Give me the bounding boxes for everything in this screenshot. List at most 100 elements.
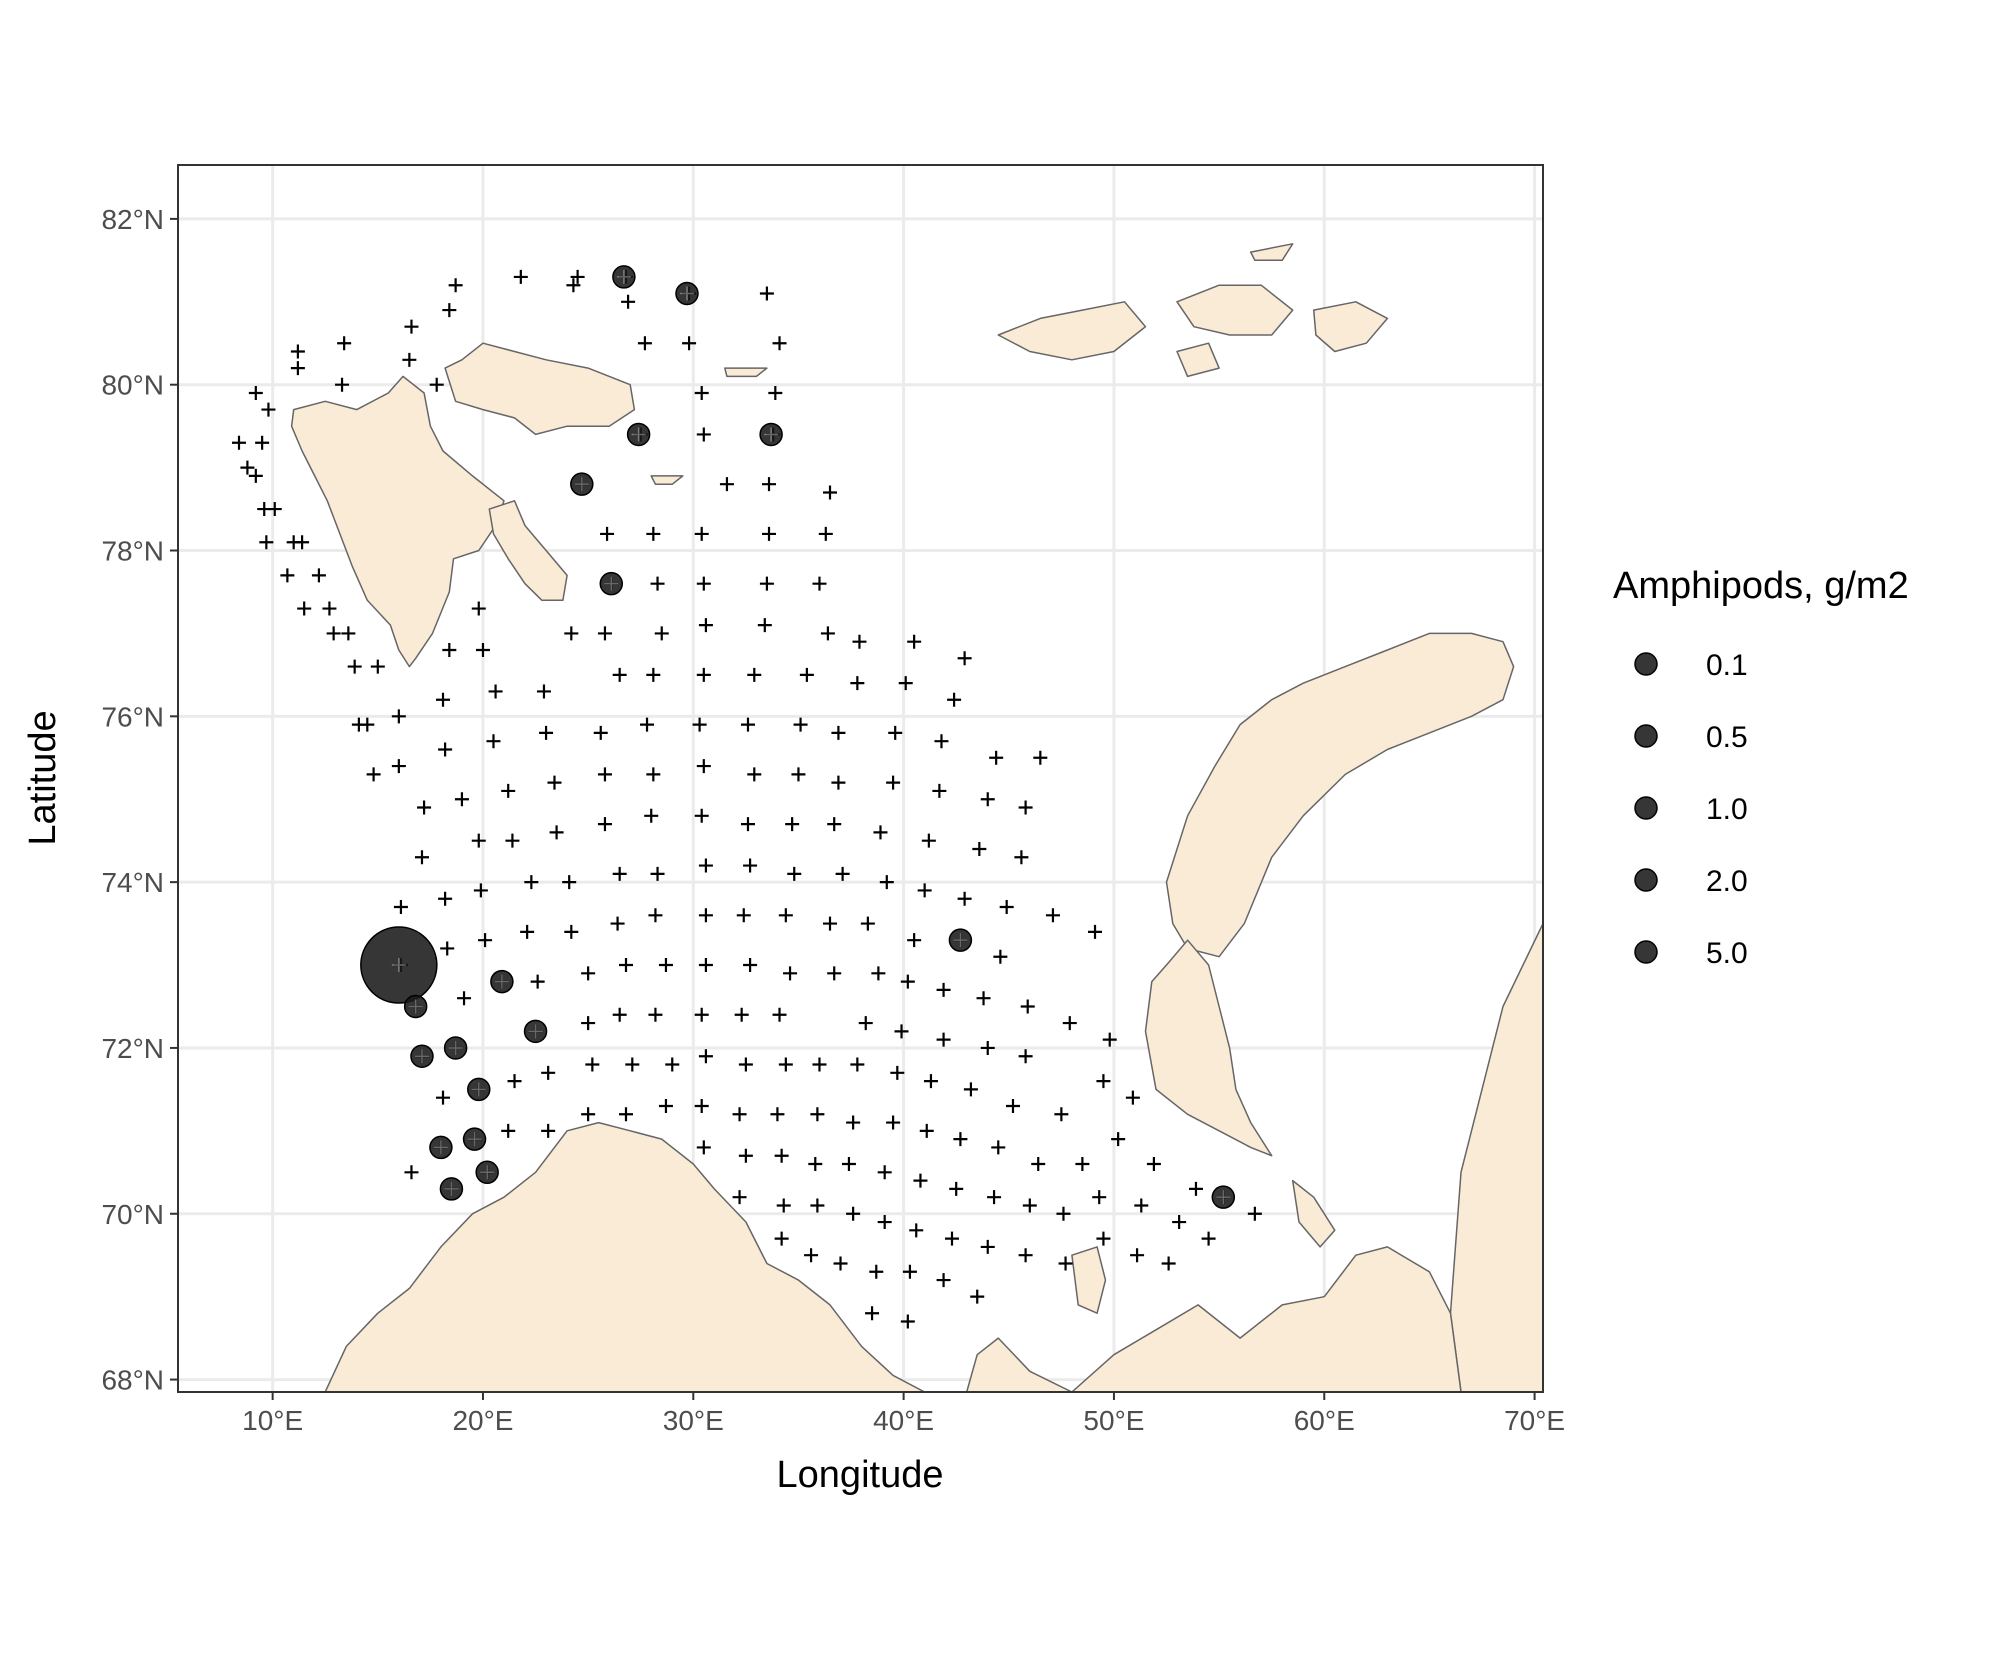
- amphipod-point: [1211, 1185, 1236, 1209]
- station-marker: [341, 626, 356, 641]
- station-marker: [471, 1082, 486, 1097]
- station-marker: [549, 825, 564, 840]
- station-marker: [347, 659, 362, 674]
- station-marker: [841, 1157, 856, 1172]
- station-marker: [980, 792, 995, 807]
- amphipod-point: [570, 472, 594, 496]
- station-marker: [831, 725, 846, 740]
- station-marker: [478, 933, 493, 948]
- station-marker: [1020, 999, 1035, 1014]
- station-marker: [1096, 1074, 1111, 1089]
- amphipod-point: [759, 422, 783, 447]
- station-marker: [597, 767, 612, 782]
- station-marker: [888, 725, 903, 740]
- station-marker: [1058, 1256, 1073, 1271]
- station-marker: [696, 667, 711, 682]
- station-marker: [778, 908, 793, 923]
- x-axis-title: Longitude: [777, 1454, 944, 1496]
- land-mainland: [324, 1121, 1462, 1392]
- station-marker: [1018, 1049, 1033, 1064]
- station-marker: [562, 875, 577, 890]
- y-tick-label: 74°N: [101, 867, 164, 898]
- station-marker: [650, 866, 665, 881]
- station-marker: [547, 775, 562, 790]
- station-marker: [644, 808, 659, 823]
- land-kongsoya: [650, 475, 684, 485]
- station-marker: [536, 684, 551, 699]
- station-marker: [698, 908, 713, 923]
- station-marker: [989, 750, 1004, 765]
- station-marker: [820, 626, 835, 641]
- station-marker: [850, 1057, 865, 1072]
- station-marker: [391, 958, 406, 973]
- station-marker: [290, 344, 305, 359]
- station-marker: [507, 1074, 522, 1089]
- station-marker: [740, 817, 755, 832]
- station-marker: [694, 1007, 709, 1022]
- station-marker: [694, 1098, 709, 1113]
- station-marker: [1075, 1157, 1090, 1172]
- station-marker: [776, 1198, 791, 1213]
- station-marker: [1033, 750, 1048, 765]
- station-marker: [812, 576, 827, 591]
- station-marker: [658, 958, 673, 973]
- amphipod-point: [467, 1077, 491, 1102]
- station-marker: [770, 1107, 785, 1122]
- station-marker: [846, 1206, 861, 1221]
- x-tick-label: 70°E: [1504, 1405, 1565, 1436]
- station-marker: [417, 800, 432, 815]
- station-marker: [528, 1024, 543, 1039]
- station-marker: [740, 717, 755, 732]
- station-marker: [414, 850, 429, 865]
- station-marker: [987, 1190, 1002, 1205]
- station-marker: [858, 1016, 873, 1031]
- legend-label: 0.1: [1706, 649, 1748, 682]
- station-marker: [1172, 1215, 1187, 1230]
- station-marker: [923, 1074, 938, 1089]
- station-marker: [732, 1107, 747, 1122]
- station-marker: [1054, 1107, 1069, 1122]
- station-marker: [648, 1007, 663, 1022]
- station-marker: [991, 1140, 1006, 1155]
- station-marker: [778, 1057, 793, 1072]
- amphipod-point: [360, 926, 438, 1004]
- station-marker: [402, 352, 417, 367]
- station-marker: [694, 808, 709, 823]
- y-tick-label: 76°N: [101, 701, 164, 732]
- land-barentsoya: [488, 500, 568, 602]
- station-marker: [370, 659, 385, 674]
- station-marker: [248, 468, 263, 483]
- station-marker: [812, 1057, 827, 1072]
- station-marker: [886, 1115, 901, 1130]
- station-marker: [393, 900, 408, 915]
- station-marker: [762, 526, 777, 541]
- station-marker: [734, 1007, 749, 1022]
- station-marker: [335, 377, 350, 392]
- station-marker: [909, 1223, 924, 1238]
- station-marker: [471, 601, 486, 616]
- station-marker: [827, 966, 842, 981]
- station-marker: [444, 1181, 459, 1196]
- station-marker: [581, 1016, 596, 1031]
- station-marker: [907, 634, 922, 649]
- panel-border: [177, 164, 1544, 1393]
- land-vaygach: [1291, 1179, 1336, 1248]
- station-marker: [625, 1057, 640, 1072]
- station-marker: [953, 1132, 968, 1147]
- station-marker: [850, 676, 865, 691]
- station-marker: [366, 767, 381, 782]
- station-marker: [860, 916, 875, 931]
- station-marker: [475, 642, 490, 657]
- station-marker: [934, 734, 949, 749]
- station-marker: [564, 924, 579, 939]
- station-marker: [360, 717, 375, 732]
- station-marker: [698, 858, 713, 873]
- station-marker: [1146, 1157, 1161, 1172]
- station-marker: [604, 576, 619, 591]
- station-marker: [1216, 1190, 1231, 1205]
- station-marker: [486, 734, 501, 749]
- station-marker: [280, 568, 295, 583]
- station-marker: [541, 1123, 556, 1138]
- station-marker: [255, 435, 270, 450]
